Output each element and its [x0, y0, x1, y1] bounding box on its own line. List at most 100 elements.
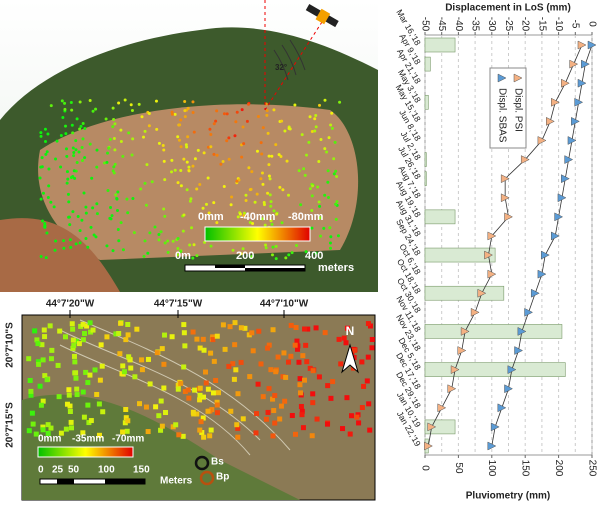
- ps-point: [153, 225, 157, 229]
- ps-point: [190, 409, 196, 415]
- ps-point: [308, 115, 312, 119]
- ps-point: [49, 200, 53, 204]
- ps-point: [145, 356, 151, 362]
- ps-point: [84, 323, 90, 329]
- ps-point: [45, 422, 51, 428]
- ps-point: [76, 341, 82, 347]
- ps-point: [302, 326, 308, 332]
- ps-point: [274, 143, 278, 147]
- ps-point: [198, 182, 202, 186]
- point: [574, 97, 584, 107]
- ps-point: [267, 174, 271, 178]
- ps-point: [117, 351, 123, 357]
- ps-point: [47, 184, 51, 188]
- ps-point: [314, 251, 318, 255]
- x-tick-label: -15: [536, 17, 547, 32]
- ps-point: [196, 148, 200, 152]
- ps-point: [238, 212, 242, 216]
- ps-point: [190, 329, 196, 335]
- ps-point: [96, 401, 102, 407]
- ps-point: [103, 161, 107, 165]
- ps-point: [271, 245, 275, 249]
- ps-point: [214, 119, 218, 123]
- ps-point: [44, 256, 48, 260]
- ps-point: [234, 120, 238, 124]
- ps-point: [119, 128, 123, 132]
- scale-label: 100: [98, 465, 115, 476]
- x2-tick-label: 0: [419, 465, 430, 471]
- ps-point: [178, 250, 182, 254]
- ps-point: [317, 159, 321, 163]
- ps-point: [309, 433, 315, 439]
- point: [551, 231, 560, 241]
- ps-point: [323, 147, 327, 151]
- ps-point: [200, 394, 206, 400]
- ps-point: [74, 242, 78, 246]
- ps-point: [64, 401, 70, 407]
- ps-point: [47, 167, 51, 171]
- ps-point: [72, 154, 76, 158]
- ps-point: [318, 204, 322, 208]
- ps-point: [319, 234, 323, 238]
- ps-point: [132, 374, 138, 380]
- ps-point: [162, 159, 166, 163]
- tailings: [0, 218, 120, 292]
- ps-point: [48, 356, 54, 362]
- ps-point: [179, 145, 183, 149]
- ps-point: [316, 185, 320, 189]
- ps-point: [113, 122, 117, 126]
- ps-point: [280, 221, 284, 225]
- ps-point: [132, 231, 136, 235]
- ps-point: [356, 420, 362, 426]
- ps-point: [100, 409, 106, 415]
- ps-point: [287, 253, 291, 257]
- scale-bar: [105, 479, 145, 484]
- ps-point: [212, 122, 216, 126]
- ps-point: [80, 321, 86, 327]
- ps-point: [163, 178, 167, 182]
- ps-point: [244, 199, 248, 203]
- ps-point: [314, 416, 320, 422]
- ps-point: [159, 346, 165, 352]
- ps-point: [28, 392, 34, 398]
- ps-point: [161, 361, 167, 367]
- ps-point: [121, 248, 125, 252]
- ps-point: [182, 213, 186, 217]
- point: [581, 59, 590, 69]
- point: [520, 155, 530, 164]
- ps-point: [318, 103, 322, 107]
- ps-point: [338, 100, 342, 104]
- ps-point: [277, 153, 281, 157]
- ps-point: [180, 433, 186, 439]
- ps-point: [319, 138, 323, 142]
- ps-point: [53, 248, 57, 252]
- ps-point: [169, 334, 175, 340]
- ps-point: [163, 214, 167, 218]
- ps-point: [298, 403, 304, 409]
- ps-point: [242, 211, 246, 215]
- ps-point: [98, 342, 104, 348]
- ps-point: [186, 106, 190, 110]
- ps-point: [185, 387, 191, 393]
- ps-point: [99, 363, 105, 369]
- ps-point: [305, 326, 311, 332]
- colorbar-label: 0mm: [38, 434, 61, 445]
- ps-point: [208, 427, 214, 433]
- ps-point: [297, 376, 303, 382]
- ps-point: [259, 141, 263, 145]
- ps-point: [66, 177, 70, 181]
- ps-point: [59, 165, 63, 169]
- ps-point: [283, 374, 289, 380]
- ps-point: [158, 427, 164, 433]
- ps-point: [241, 247, 245, 251]
- ps-point: [78, 241, 82, 245]
- ps-point: [317, 200, 321, 204]
- point: [447, 384, 457, 394]
- point: [557, 193, 567, 203]
- x2-tick-label: 250: [586, 460, 597, 477]
- point: [537, 269, 547, 279]
- ps-point: [75, 117, 79, 121]
- ps-point: [125, 332, 131, 338]
- ps-point: [233, 134, 237, 138]
- ps-point: [326, 169, 330, 173]
